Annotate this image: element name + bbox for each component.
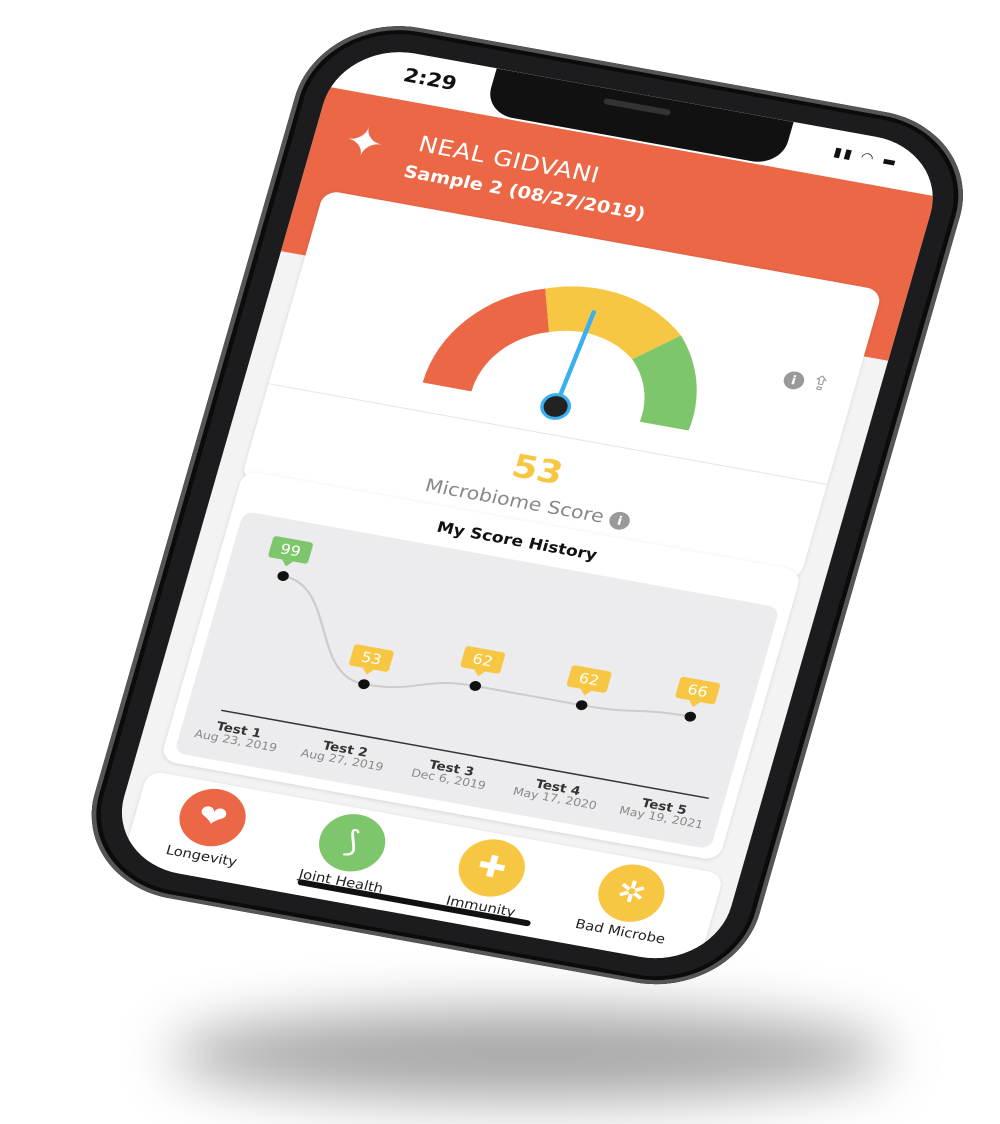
data-label-pointer bbox=[474, 669, 486, 677]
data-label: 62 bbox=[471, 650, 495, 670]
data-label: 53 bbox=[359, 648, 383, 668]
phone-shadow bbox=[170, 1010, 890, 1100]
status-time: 2:29 bbox=[400, 64, 460, 96]
data-label: 66 bbox=[685, 681, 709, 701]
score-history-card: My Score History 99 53 62 62 66 Test 1 Aug 23… bbox=[160, 470, 803, 862]
gauge-yellow bbox=[545, 286, 681, 360]
gauge-red bbox=[422, 288, 550, 392]
shield-plus-icon: ✚ bbox=[451, 834, 532, 902]
data-label: 99 bbox=[278, 540, 302, 560]
phone-screen: 2:29 ▮▮ ◠ ▬ ✦ NEAL GIDVANI Sample 2 (08/… bbox=[105, 40, 949, 970]
data-label-bg bbox=[566, 665, 612, 693]
data-label-pointer bbox=[282, 559, 294, 567]
microbe-icon: ✲ bbox=[591, 859, 672, 928]
data-label-bg bbox=[675, 676, 721, 705]
data-point bbox=[684, 711, 696, 722]
gauge-hub bbox=[540, 393, 572, 420]
heart-icon: ❤ bbox=[172, 783, 253, 852]
data-point bbox=[575, 700, 588, 711]
score-card: i ⇪ 53 Microbiome Score i bbox=[240, 189, 883, 581]
app-logo-icon: ✦ bbox=[339, 117, 390, 169]
category-bad-microbe[interactable]: ✲ Bad Microbe bbox=[557, 854, 700, 950]
score-gauge bbox=[422, 286, 697, 431]
data-label-pointer bbox=[362, 667, 374, 675]
speaker bbox=[603, 98, 672, 116]
data-label-pointer bbox=[580, 688, 592, 696]
data-label-bg bbox=[268, 536, 313, 564]
x-axis bbox=[221, 709, 709, 800]
data-label-bg bbox=[460, 646, 506, 674]
data-label-bg bbox=[349, 644, 394, 672]
gauge-needle bbox=[553, 310, 597, 409]
share-icon[interactable]: ⇪ bbox=[808, 369, 834, 397]
series-line bbox=[282, 575, 691, 718]
phone-frame: 2:29 ▮▮ ◠ ▬ ✦ NEAL GIDVANI Sample 2 (08/… bbox=[69, 10, 985, 1001]
info-icon[interactable]: i bbox=[781, 369, 807, 391]
data-point bbox=[469, 681, 482, 691]
info-icon[interactable]: i bbox=[607, 510, 633, 532]
data-point bbox=[277, 571, 289, 581]
data-label: 62 bbox=[577, 669, 601, 689]
category-longevity[interactable]: ❤ Longevity bbox=[138, 779, 281, 875]
joint-icon: ⟆ bbox=[311, 808, 393, 877]
data-point bbox=[358, 679, 370, 690]
category-immunity[interactable]: ✚ Immunity bbox=[417, 829, 560, 925]
category-joint-health[interactable]: ⟆ Joint Health bbox=[278, 804, 421, 900]
data-label-pointer bbox=[689, 700, 701, 707]
signal-wifi-battery-icon: ▮▮ ◠ ▬ bbox=[831, 144, 901, 171]
score-history-chart: 99 53 62 62 66 bbox=[221, 536, 721, 800]
gauge-green bbox=[632, 335, 697, 431]
